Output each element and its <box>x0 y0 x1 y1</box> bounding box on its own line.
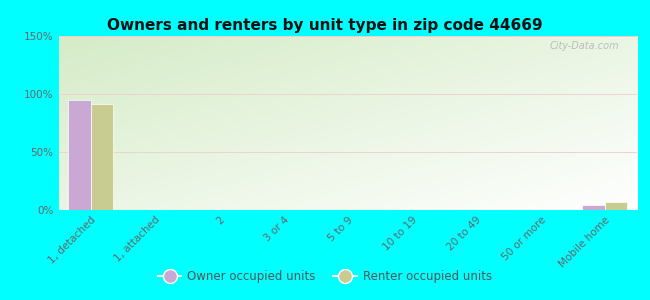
Bar <box>90 104 113 210</box>
Text: City-Data.com: City-Data.com <box>550 41 619 51</box>
Bar <box>605 202 627 210</box>
Text: Owners and renters by unit type in zip code 44669: Owners and renters by unit type in zip c… <box>107 18 543 33</box>
Bar <box>582 206 605 210</box>
Legend: Owner occupied units, Renter occupied units: Owner occupied units, Renter occupied un… <box>153 266 497 288</box>
Bar <box>68 100 90 210</box>
